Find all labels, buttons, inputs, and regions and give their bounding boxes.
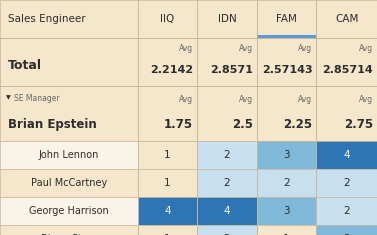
Text: 2: 2 — [343, 178, 350, 188]
Bar — [0, 38, 377, 86]
Text: 3: 3 — [343, 234, 350, 235]
Bar — [0, 86, 138, 141]
Bar — [138, 197, 197, 225]
Text: 1: 1 — [164, 150, 171, 160]
Text: 2.8571: 2.8571 — [210, 65, 253, 75]
Bar — [257, 35, 316, 38]
Text: 1.75: 1.75 — [164, 118, 193, 131]
Bar — [257, 141, 316, 169]
Bar — [138, 225, 197, 235]
Text: 2: 2 — [343, 206, 350, 216]
Bar — [257, 197, 316, 225]
Bar — [0, 169, 138, 197]
Bar — [138, 38, 197, 86]
Bar — [138, 169, 197, 197]
Bar — [138, 86, 197, 141]
Bar — [257, 86, 316, 141]
Text: Avg: Avg — [298, 44, 312, 53]
Text: John Lennon: John Lennon — [38, 150, 99, 160]
Text: 2.25: 2.25 — [283, 118, 312, 131]
Text: Avg: Avg — [298, 95, 312, 104]
Text: 3: 3 — [283, 150, 290, 160]
Bar — [197, 169, 257, 197]
Text: Avg: Avg — [239, 44, 253, 53]
Bar — [197, 0, 257, 38]
Text: IDN: IDN — [218, 14, 236, 24]
Bar — [0, 225, 138, 235]
Text: Ringo Starr: Ringo Starr — [41, 234, 96, 235]
Bar — [138, 0, 197, 38]
Text: SE Manager: SE Manager — [14, 94, 60, 103]
Bar — [316, 169, 377, 197]
Text: 2: 2 — [224, 150, 230, 160]
Bar — [0, 38, 138, 86]
Bar — [316, 141, 377, 169]
Text: FAM: FAM — [276, 14, 297, 24]
Bar — [257, 169, 316, 197]
Text: Avg: Avg — [239, 95, 253, 104]
Text: 1: 1 — [164, 178, 171, 188]
Bar — [257, 225, 316, 235]
Bar — [197, 141, 257, 169]
Bar — [197, 38, 257, 86]
Text: 2.57143: 2.57143 — [262, 65, 312, 75]
Text: George Harrison: George Harrison — [29, 206, 109, 216]
Bar — [197, 225, 257, 235]
Text: 2.5: 2.5 — [232, 118, 253, 131]
Bar — [0, 0, 138, 38]
Text: IIQ: IIQ — [160, 14, 175, 24]
Text: Avg: Avg — [179, 95, 193, 104]
Text: Brian Epstein: Brian Epstein — [8, 118, 97, 131]
Text: 2: 2 — [283, 178, 290, 188]
Text: 1: 1 — [164, 234, 171, 235]
Bar — [257, 38, 316, 86]
Text: 2.85714: 2.85714 — [322, 65, 373, 75]
Bar — [316, 0, 377, 38]
Bar — [138, 141, 197, 169]
Text: 2: 2 — [224, 178, 230, 188]
Text: Sales Engineer: Sales Engineer — [8, 14, 86, 24]
Text: Avg: Avg — [359, 44, 373, 53]
Bar — [316, 86, 377, 141]
Text: 3: 3 — [283, 206, 290, 216]
Text: 4: 4 — [164, 206, 171, 216]
Text: Paul McCartney: Paul McCartney — [31, 178, 107, 188]
Text: Avg: Avg — [179, 44, 193, 53]
Text: 4: 4 — [224, 206, 230, 216]
Text: CAM: CAM — [335, 14, 359, 24]
Text: 1: 1 — [283, 234, 290, 235]
Text: Total: Total — [8, 59, 42, 72]
Bar — [257, 0, 316, 38]
Bar — [0, 197, 138, 225]
Bar — [316, 225, 377, 235]
Text: 2: 2 — [224, 234, 230, 235]
Bar — [197, 86, 257, 141]
Text: ▼: ▼ — [6, 96, 11, 101]
Bar — [316, 197, 377, 225]
Bar — [0, 141, 138, 169]
Text: Avg: Avg — [359, 95, 373, 104]
Text: 4: 4 — [343, 150, 350, 160]
Text: 2.2142: 2.2142 — [150, 65, 193, 75]
Text: 2.75: 2.75 — [344, 118, 373, 131]
Bar — [316, 38, 377, 86]
Bar — [197, 197, 257, 225]
